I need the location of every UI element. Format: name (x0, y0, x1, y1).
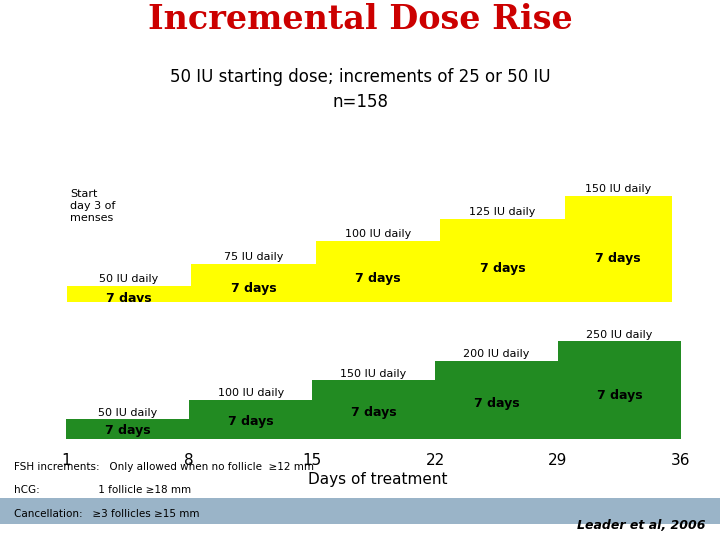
Bar (189, 400, 312, 439)
Text: Cancellation:   ≥3 follicles ≥15 mm: Cancellation: ≥3 follicles ≥15 mm (14, 509, 200, 519)
Text: 100 IU daily: 100 IU daily (217, 388, 284, 399)
Text: Leader et al, 2006: Leader et al, 2006 (577, 519, 706, 532)
Text: 200 IU daily: 200 IU daily (463, 349, 530, 359)
Bar (312, 380, 435, 439)
Bar (558, 341, 681, 439)
Text: 7 days: 7 days (105, 423, 150, 437)
Text: hCG:                  1 follicle ≥18 mm: hCG: 1 follicle ≥18 mm (14, 485, 192, 495)
Bar (191, 264, 315, 309)
Bar (66, 420, 189, 439)
Text: 7 days: 7 days (351, 406, 397, 419)
Text: Incremental Dose Rise: Incremental Dose Rise (148, 3, 572, 36)
Text: 75 IU daily: 75 IU daily (224, 252, 283, 262)
Bar (441, 219, 565, 309)
Text: 50 IU daily: 50 IU daily (98, 408, 158, 418)
Bar (66, 286, 191, 309)
Text: Start
day 3 of
menses: Start day 3 of menses (70, 190, 115, 222)
Text: 250 IU daily: 250 IU daily (586, 330, 652, 340)
Text: 7 days: 7 days (474, 397, 519, 410)
Text: 7 days: 7 days (595, 252, 641, 265)
Text: 100 IU daily: 100 IU daily (345, 230, 411, 239)
Text: 7 days: 7 days (106, 292, 152, 305)
Text: FSH increments:   Only allowed when no follicle  ≥12 mm: FSH increments: Only allowed when no fol… (14, 462, 315, 472)
Text: 125 IU daily: 125 IU daily (469, 207, 536, 217)
Text: 7 days: 7 days (355, 272, 401, 285)
Text: 150 IU daily: 150 IU daily (341, 369, 407, 379)
Text: 50 IU starting dose; increments of 25 or 50 IU
n=158: 50 IU starting dose; increments of 25 or… (170, 68, 550, 111)
Text: 7 days: 7 days (480, 262, 526, 275)
Text: 7 days: 7 days (230, 282, 276, 295)
Bar (315, 241, 441, 309)
X-axis label: Days of treatment: Days of treatment (308, 471, 448, 487)
Text: 7 days: 7 days (228, 415, 274, 428)
Bar (435, 361, 558, 439)
Text: 7 days: 7 days (597, 388, 642, 402)
Text: 150 IU daily: 150 IU daily (585, 184, 652, 194)
Text: 50 IU daily: 50 IU daily (99, 274, 158, 285)
Bar (565, 196, 672, 309)
